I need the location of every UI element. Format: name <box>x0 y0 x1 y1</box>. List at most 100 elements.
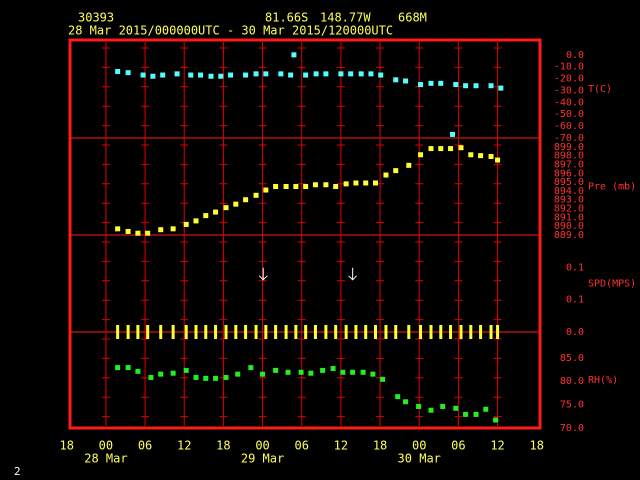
panel-label: SPD(MPS) <box>588 279 636 290</box>
data-point <box>468 152 474 158</box>
calm-marker <box>489 325 493 339</box>
data-point <box>323 71 329 77</box>
data-point <box>348 71 354 77</box>
longitude: 148.77W <box>320 11 371 25</box>
calm-marker <box>374 325 377 339</box>
x-tick-label: 06 <box>295 439 309 453</box>
data-point <box>483 406 489 412</box>
x-tick-label: 18 <box>373 439 387 453</box>
data-point <box>373 180 378 186</box>
wind-arrow <box>348 267 358 281</box>
calm-marker <box>204 325 208 339</box>
period: 28 Mar 2015/000000UTC - 30 Mar 2015/1200… <box>68 24 393 38</box>
calm-marker <box>274 325 278 339</box>
data-point <box>330 366 336 372</box>
data-point <box>150 73 156 79</box>
calm-marker <box>126 325 130 339</box>
data-point <box>253 192 259 198</box>
data-point <box>403 78 409 84</box>
y-tick-label: -60.0 <box>554 121 584 132</box>
x-tick-label: 12 <box>177 439 191 453</box>
data-point <box>213 209 219 215</box>
data-point <box>343 181 349 187</box>
x-tick-label: 12 <box>334 439 348 453</box>
data-point <box>418 82 424 88</box>
data-point <box>338 71 344 77</box>
x-tick-label: 00 <box>412 439 426 453</box>
grid-line <box>454 42 463 426</box>
calm-marker <box>214 325 218 339</box>
data-point <box>278 71 284 77</box>
y-tick-label: 893.0 <box>554 195 584 206</box>
data-point <box>493 417 499 423</box>
data-point <box>473 411 479 417</box>
data-point <box>333 184 339 189</box>
calm-marker <box>194 325 198 339</box>
data-point <box>378 72 384 78</box>
data-point <box>223 205 229 211</box>
latitude: 81.66S <box>265 11 308 25</box>
data-point <box>473 83 479 89</box>
calm-marker <box>469 325 473 339</box>
y-tick-label: -10.0 <box>554 62 584 73</box>
calm-marker <box>159 325 163 339</box>
data-point <box>115 365 121 371</box>
calm-marker <box>184 325 188 339</box>
date-label: 29 Mar <box>241 452 284 466</box>
data-point <box>140 72 146 78</box>
data-point <box>438 80 444 86</box>
y-tick-label: 70.0 <box>560 423 584 434</box>
y-tick-label: 0.0 <box>566 327 584 338</box>
calm-marker <box>171 325 175 339</box>
grid-line <box>376 42 385 426</box>
y-tick-label: -30.0 <box>554 85 584 96</box>
calm-marker <box>234 325 238 339</box>
data-point <box>148 374 154 380</box>
calm-marker <box>449 325 453 339</box>
data-point <box>273 367 279 373</box>
data-point <box>183 367 189 373</box>
data-point <box>380 376 386 382</box>
calm-marker <box>364 325 368 339</box>
y-tick-label: 895.0 <box>554 177 584 188</box>
data-point <box>360 369 366 375</box>
grid-line <box>101 42 110 426</box>
grid-line <box>297 42 306 426</box>
calm-marker <box>384 325 388 339</box>
grid-line <box>493 42 502 426</box>
x-tick-label: 12 <box>490 439 504 453</box>
data-point <box>368 71 374 77</box>
data-point <box>125 228 131 234</box>
data-point <box>358 71 364 77</box>
calm-marker <box>394 325 398 339</box>
data-point <box>448 146 454 152</box>
data-point <box>115 68 121 74</box>
panel-label: RH(%) <box>588 375 618 386</box>
data-point <box>158 227 164 233</box>
data-point <box>450 131 456 137</box>
calm-marker <box>459 325 463 339</box>
data-point <box>393 168 399 174</box>
calm-marker <box>334 325 338 339</box>
data-point <box>273 184 279 189</box>
y-tick-label: -20.0 <box>554 74 584 85</box>
calm-marker <box>324 325 328 339</box>
data-point <box>135 368 141 374</box>
data-point <box>174 71 180 77</box>
plot-border <box>68 38 542 430</box>
y-tick-label: 75.0 <box>560 400 584 411</box>
data-point <box>243 197 249 203</box>
data-point <box>438 146 444 152</box>
calm-marker <box>313 325 317 339</box>
y-tick-label: 894.0 <box>554 186 584 197</box>
data-point <box>312 182 318 188</box>
grid-line <box>258 42 267 426</box>
grid-line <box>180 42 189 426</box>
data-point <box>463 411 469 417</box>
elevation: 668M <box>398 11 427 25</box>
y-tick-label: 0.1 <box>566 262 584 273</box>
calm-marker <box>224 325 228 339</box>
grid-line <box>415 42 424 426</box>
data-point <box>248 365 254 371</box>
